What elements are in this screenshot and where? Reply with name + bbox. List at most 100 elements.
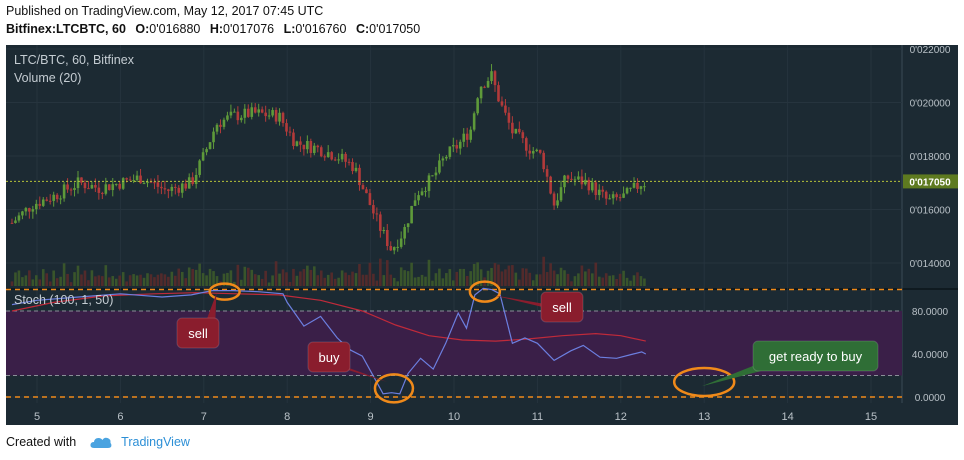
candle-body xyxy=(399,238,403,247)
volume-bar xyxy=(66,273,69,286)
volume-bar xyxy=(427,259,431,286)
candle-body xyxy=(420,191,424,196)
price-axis-bg xyxy=(902,45,958,403)
volume-bar xyxy=(278,273,281,286)
volume-bar xyxy=(358,264,361,286)
volume-bar xyxy=(177,268,181,286)
price-tick-label: 0'020000 xyxy=(910,99,951,110)
candle-body xyxy=(406,223,410,228)
volume-bar xyxy=(97,275,101,286)
candle-body xyxy=(392,247,396,251)
volume-bar xyxy=(344,272,347,286)
volume-bar xyxy=(524,268,528,286)
candle-body xyxy=(69,189,73,191)
candle-body xyxy=(629,187,632,189)
volume-bar xyxy=(10,281,14,286)
volume-bars xyxy=(10,256,646,286)
candle-body xyxy=(184,183,188,189)
symbol-label: Bitfinex:LTCBTC, 60 xyxy=(6,22,126,36)
volume-bar xyxy=(323,277,327,286)
volume-bar xyxy=(194,269,198,286)
volume-bar xyxy=(632,275,636,286)
candle-body xyxy=(302,144,306,150)
candle-body xyxy=(76,177,80,189)
volume-bar xyxy=(452,280,455,286)
candle-body xyxy=(524,138,528,151)
volume-bar xyxy=(396,281,400,286)
volume-bar xyxy=(347,275,351,286)
trading-chart[interactable]: 0'017050 0'014000 0'016000 0'018000 0'020000… xyxy=(0,42,964,430)
chart-title: LTC/BTC, 60, Bitfinex xyxy=(14,53,135,67)
candle-body xyxy=(309,140,313,153)
volume-bar xyxy=(570,281,573,286)
candle-body xyxy=(142,183,146,185)
candle-body xyxy=(45,199,49,201)
candle-body xyxy=(292,132,295,146)
candle-body xyxy=(643,186,646,188)
candle-body xyxy=(458,141,462,149)
candle-body xyxy=(35,203,38,210)
candle-body xyxy=(608,198,611,200)
volume-bar xyxy=(62,263,66,286)
candle-body xyxy=(233,111,236,113)
sell-right-callout-label: sell xyxy=(552,300,572,315)
volume-bar xyxy=(299,271,302,286)
candle-body xyxy=(319,147,323,157)
get-ready-callout-box xyxy=(752,340,879,372)
candle-body xyxy=(59,198,62,200)
time-tick-label: 15 xyxy=(865,411,877,423)
time-tick-label: 10 xyxy=(448,411,460,423)
volume-bar xyxy=(198,263,201,286)
time-tick-label: 6 xyxy=(117,411,123,423)
candle-body xyxy=(83,182,87,189)
sell-left-callout-box xyxy=(176,317,220,349)
volume-bar xyxy=(566,273,570,286)
price-tick-label: 0'014000 xyxy=(910,259,951,270)
volume-bar xyxy=(94,276,97,286)
candle-body xyxy=(639,186,643,189)
candle-body xyxy=(107,184,111,191)
volume-bar xyxy=(368,262,372,286)
high-value: 0'017076 xyxy=(223,22,275,36)
volume-bar xyxy=(507,265,511,286)
candle-body xyxy=(615,194,618,198)
candle-body xyxy=(128,179,132,181)
candle-body xyxy=(511,122,514,134)
volume-bar xyxy=(591,273,594,286)
volume-bar xyxy=(208,268,212,286)
volume-bar xyxy=(458,268,462,286)
candle-body xyxy=(368,193,372,206)
volume-bar xyxy=(55,278,59,286)
candle-body xyxy=(153,182,156,184)
footer: Created with TradingView xyxy=(6,435,190,449)
volume-bar xyxy=(608,275,611,286)
candle-body xyxy=(566,175,570,179)
volume-bar xyxy=(201,273,205,286)
volume-bar xyxy=(625,277,629,286)
volume-bar xyxy=(174,275,177,286)
candle-body xyxy=(198,160,201,175)
candle-body xyxy=(326,152,330,158)
candle-body xyxy=(413,200,417,206)
candle-body xyxy=(313,145,316,153)
candle-body xyxy=(611,194,615,199)
tradingview-link[interactable]: TradingView xyxy=(121,435,190,449)
candle-body xyxy=(73,188,76,190)
volume-bar xyxy=(493,263,497,286)
candle-body xyxy=(194,174,198,185)
candle-body xyxy=(160,186,163,189)
volume-bar xyxy=(153,277,156,286)
volume-bar xyxy=(319,270,323,286)
volume-bar xyxy=(611,275,615,286)
volume-bar xyxy=(309,269,313,286)
candle-body xyxy=(170,186,174,191)
volume-bar xyxy=(180,271,184,286)
candle-body xyxy=(438,160,441,173)
candle-body xyxy=(479,86,483,99)
candle-body xyxy=(191,177,194,185)
volume-bar xyxy=(382,275,386,286)
candle-body xyxy=(14,220,17,224)
volume-bar xyxy=(462,268,466,286)
candle-body xyxy=(389,246,393,251)
tradingview-cloud-icon xyxy=(90,437,112,449)
